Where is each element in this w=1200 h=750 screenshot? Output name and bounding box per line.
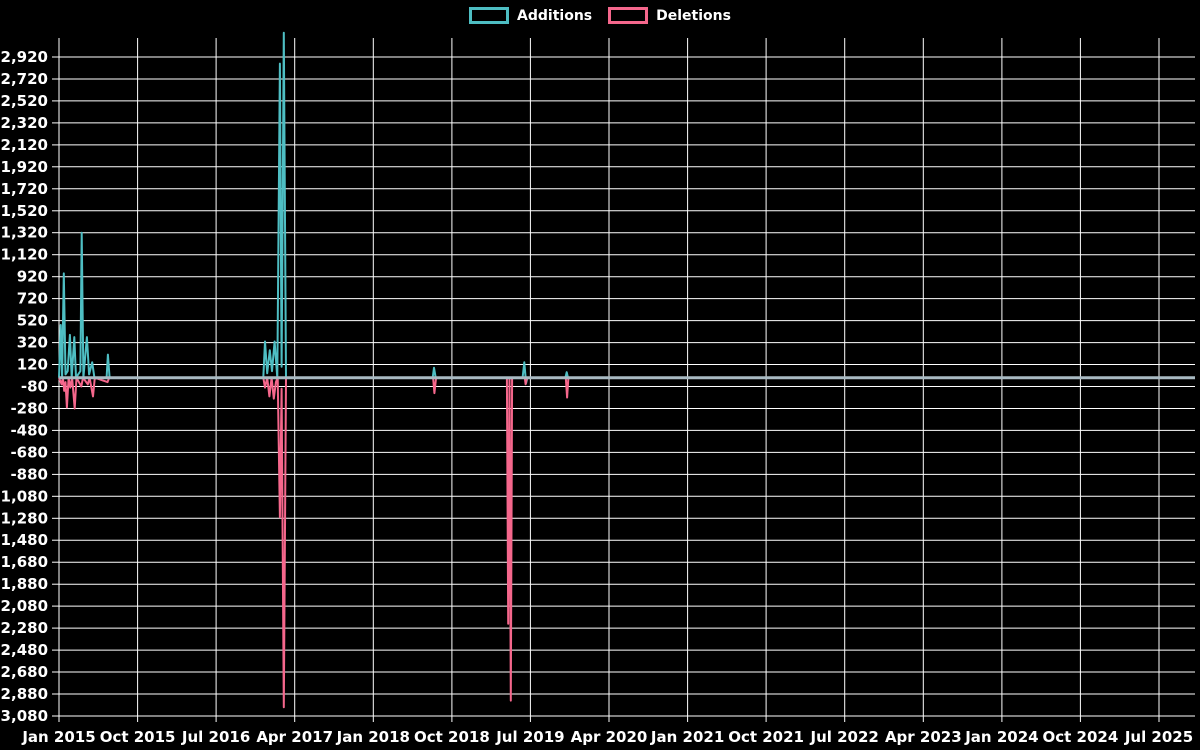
x-tick-label: Apr 2017 — [256, 728, 333, 746]
x-tick-label: Jan 2018 — [336, 728, 410, 746]
legend: Additions Deletions — [0, 7, 1200, 24]
y-tick-label: -1,280 — [0, 509, 48, 527]
y-tick-label: -1,480 — [0, 531, 48, 549]
deletions-swatch-icon — [608, 7, 649, 24]
legend-item-deletions[interactable]: Deletions — [608, 7, 731, 24]
y-tick-label: -280 — [10, 400, 48, 418]
y-tick-label: 2,120 — [1, 136, 48, 154]
y-tick-label: 1,920 — [1, 158, 48, 176]
y-tick-label: 120 — [17, 356, 48, 374]
x-tick-label: Oct 2015 — [100, 728, 176, 746]
y-tick-label: -480 — [10, 421, 48, 439]
y-tick-label: -2,680 — [0, 663, 48, 681]
legend-label-additions: Additions — [517, 7, 593, 24]
y-tick-label: -880 — [10, 465, 48, 483]
x-tick-label: Jul 2022 — [810, 728, 879, 746]
x-tick-label: Jan 2024 — [964, 728, 1038, 746]
y-tick-label: 1,120 — [1, 246, 48, 264]
y-tick-label: 720 — [17, 290, 48, 308]
legend-label-deletions: Deletions — [656, 7, 731, 24]
y-tick-label: -2,080 — [0, 597, 48, 615]
y-tick-label: 2,920 — [1, 48, 48, 66]
x-tick-label: Oct 2018 — [414, 728, 490, 746]
x-tick-label: Jul 2025 — [1124, 728, 1193, 746]
legend-item-additions[interactable]: Additions — [469, 7, 592, 24]
series-line-additions[interactable] — [58, 31, 1194, 385]
y-tick-label: -2,880 — [0, 685, 48, 703]
y-tick-label: -680 — [10, 443, 48, 461]
y-tick-label: -1,080 — [0, 487, 48, 505]
x-tick-label: Apr 2023 — [885, 728, 962, 746]
x-tick-label: Jan 2021 — [650, 728, 724, 746]
series-line-deletions[interactable] — [58, 376, 1194, 709]
y-tick-label: -80 — [21, 378, 48, 396]
x-tick-label: Jul 2016 — [181, 728, 250, 746]
y-tick-label: 1,320 — [1, 224, 48, 242]
x-tick-label: Jan 2015 — [21, 728, 95, 746]
x-tick-label: Jul 2019 — [495, 728, 564, 746]
y-tick-label: -2,480 — [0, 641, 48, 659]
x-tick-label: Oct 2024 — [1043, 728, 1119, 746]
y-tick-label: -3,080 — [0, 707, 48, 725]
y-tick-label: 320 — [17, 334, 48, 352]
y-tick-label: 2,520 — [1, 92, 48, 110]
y-tick-label: 1,720 — [1, 180, 48, 198]
y-tick-label: 2,320 — [1, 114, 48, 132]
y-tick-label: -2,280 — [0, 619, 48, 637]
y-tick-label: 1,520 — [1, 202, 48, 220]
additions-swatch-icon — [469, 7, 510, 24]
y-tick-label: -1,680 — [0, 553, 48, 571]
y-tick-label: 520 — [17, 312, 48, 330]
y-tick-label: -1,880 — [0, 575, 48, 593]
x-tick-label: Oct 2021 — [728, 728, 804, 746]
y-tick-label: 920 — [17, 268, 48, 286]
y-tick-label: 2,720 — [1, 70, 48, 88]
x-tick-label: Apr 2020 — [571, 728, 648, 746]
